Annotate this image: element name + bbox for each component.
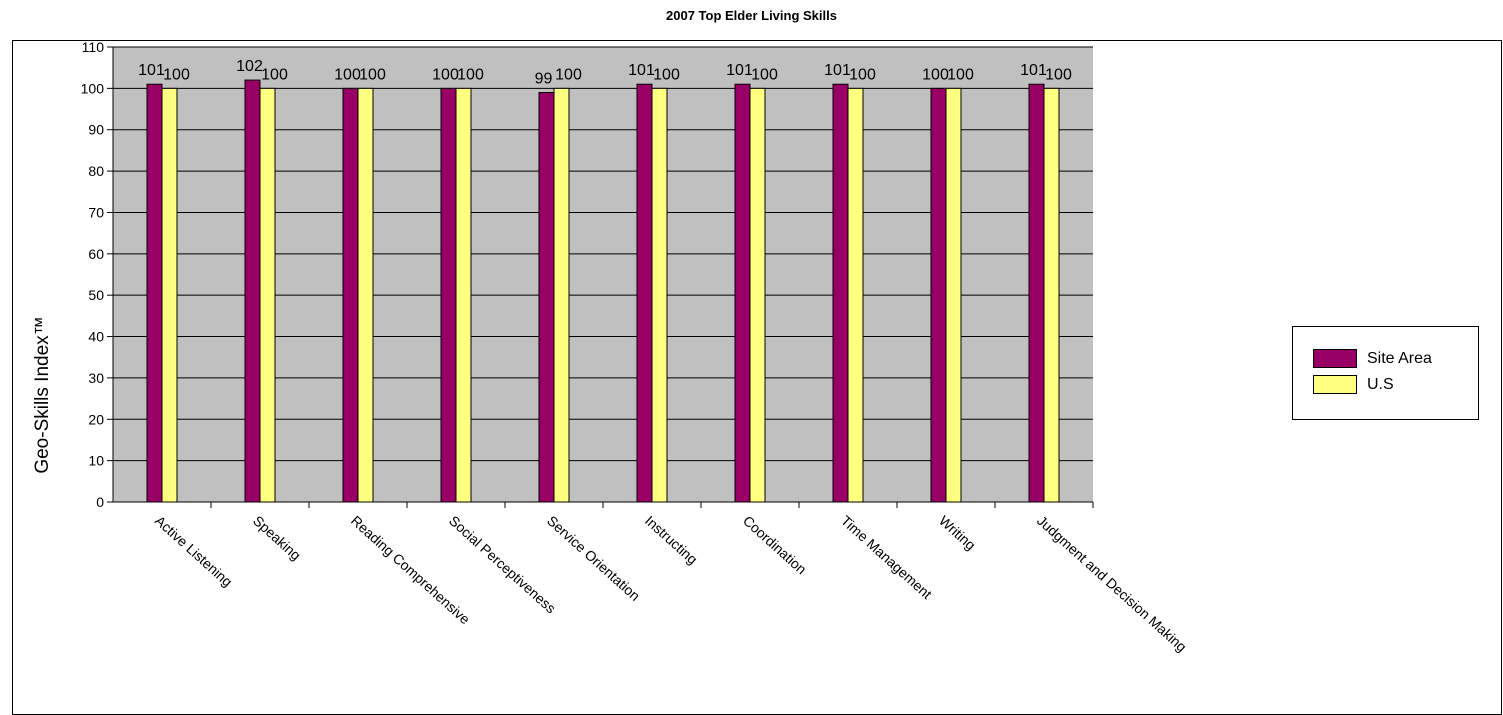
y-tick-label: 80 xyxy=(88,163,104,179)
y-tick-label: 0 xyxy=(96,494,104,510)
bar-site-area-time-management xyxy=(832,83,849,503)
x-tick-label: Judgment and Decision Making xyxy=(1034,512,1190,655)
plot-area xyxy=(113,47,1093,502)
data-label-u-s-coordination: 100 xyxy=(751,66,778,83)
data-label-site-area-active-listening: 101 xyxy=(138,62,165,79)
legend-label-site-area: Site Area xyxy=(1367,349,1432,367)
bar-site-area-social-perceptiveness xyxy=(440,87,457,503)
y-tick-label: 60 xyxy=(88,246,104,262)
data-label-u-s-social-perceptiveness: 100 xyxy=(457,66,484,83)
y-tick-label: 30 xyxy=(88,370,104,386)
x-tick-label: Speaking xyxy=(250,512,304,563)
legend-swatch-site-area xyxy=(1313,349,1357,368)
data-label-u-s-instructing: 100 xyxy=(653,66,680,83)
chart-title: 2007 Top Elder Living Skills xyxy=(666,8,837,23)
data-label-site-area-writing: 100 xyxy=(922,66,949,83)
bar-site-area-service-orientation xyxy=(538,92,555,503)
data-label-site-area-instructing: 101 xyxy=(628,62,655,79)
x-tick-label: Writing xyxy=(936,512,979,553)
bar-site-area-judgment-and-decision-making xyxy=(1028,83,1045,503)
data-label-u-s-writing: 100 xyxy=(947,66,974,83)
data-label-site-area-time-management: 101 xyxy=(824,62,851,79)
y-axis-title: Geo-Skills Index™ xyxy=(32,316,53,473)
x-tick-label: Coordination xyxy=(740,512,810,577)
bar-u-s-writing xyxy=(945,87,962,503)
y-tick-label: 20 xyxy=(88,411,104,427)
data-label-site-area-service-orientation: 99 xyxy=(535,71,553,88)
bar-u-s-judgment-and-decision-making xyxy=(1043,87,1060,503)
data-label-u-s-judgment-and-decision-making: 100 xyxy=(1045,66,1072,83)
bar-u-s-active-listening xyxy=(161,87,178,503)
y-tick-label: 50 xyxy=(88,287,104,303)
y-tick-label: 40 xyxy=(88,329,104,345)
legend-item-site-area: Site Area xyxy=(1313,349,1432,368)
y-tick-label: 90 xyxy=(88,122,104,138)
legend-item-us: U.S xyxy=(1313,375,1394,394)
data-label-u-s-service-orientation: 100 xyxy=(555,66,582,83)
x-tick-label: Active Listening xyxy=(152,512,236,590)
bar-u-s-time-management xyxy=(847,87,864,503)
legend-label-us: U.S xyxy=(1367,375,1394,393)
bar-site-area-instructing xyxy=(636,83,653,503)
data-label-site-area-speaking: 102 xyxy=(236,58,263,75)
data-label-u-s-time-management: 100 xyxy=(849,66,876,83)
legend-swatch-us xyxy=(1313,375,1357,394)
bar-u-s-reading-comprehensive xyxy=(357,87,374,503)
data-label-site-area-judgment-and-decision-making: 101 xyxy=(1020,62,1047,79)
x-tick-label: Time Management xyxy=(838,512,935,602)
bar-u-s-service-orientation xyxy=(553,87,570,503)
x-tick-label: Instructing xyxy=(642,512,701,567)
bar-site-area-active-listening xyxy=(146,83,163,503)
bar-site-area-writing xyxy=(930,87,947,503)
x-tick-label: Social Perceptiveness xyxy=(446,512,559,616)
data-label-site-area-social-perceptiveness: 100 xyxy=(432,66,459,83)
bar-u-s-instructing xyxy=(651,87,668,503)
bar-u-s-social-perceptiveness xyxy=(455,87,472,503)
y-tick-label: 110 xyxy=(82,39,105,55)
bar-site-area-coordination xyxy=(734,83,751,503)
y-tick-label: 10 xyxy=(88,453,104,469)
bar-site-area-speaking xyxy=(244,79,261,503)
bar-site-area-reading-comprehensive xyxy=(342,87,359,503)
y-tick-label: 70 xyxy=(88,204,104,220)
y-tick-label: 100 xyxy=(81,80,105,96)
chart-legend: Site Area U.S xyxy=(1292,326,1479,420)
x-tick-label: Service Orientation xyxy=(544,512,643,604)
data-label-u-s-speaking: 100 xyxy=(261,66,288,83)
data-label-site-area-coordination: 101 xyxy=(726,62,753,79)
data-label-u-s-active-listening: 100 xyxy=(163,66,190,83)
data-label-u-s-reading-comprehensive: 100 xyxy=(359,66,386,83)
data-label-site-area-reading-comprehensive: 100 xyxy=(334,66,361,83)
bar-u-s-speaking xyxy=(259,87,276,503)
bar-u-s-coordination xyxy=(749,87,766,503)
